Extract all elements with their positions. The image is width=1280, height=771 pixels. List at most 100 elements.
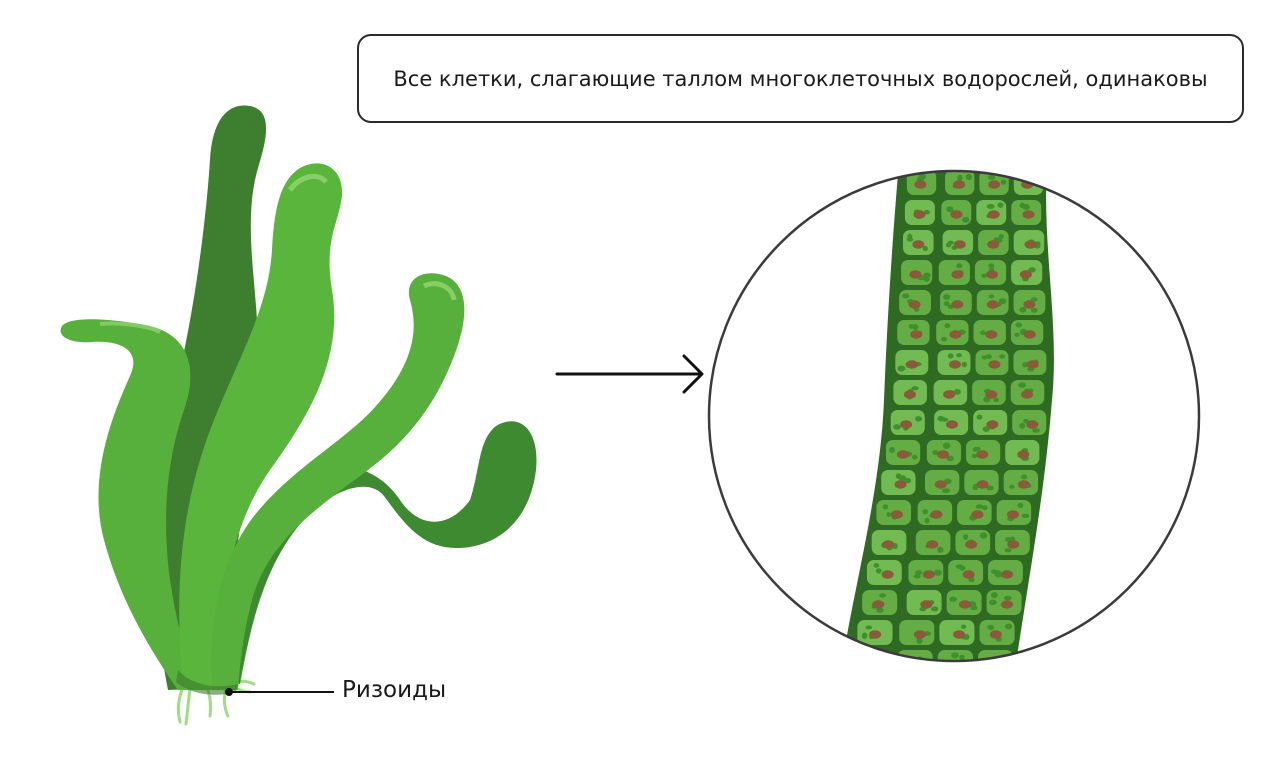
cell-nucleus <box>863 660 876 661</box>
cell-nucleus <box>1021 390 1034 399</box>
chloroplast <box>882 504 889 510</box>
chloroplast <box>980 692 986 698</box>
cell-nucleus <box>945 420 958 429</box>
chloroplast <box>972 485 978 490</box>
cell-nucleus <box>926 540 939 549</box>
cell-nucleus <box>949 360 962 369</box>
chloroplast <box>987 624 995 630</box>
chloroplast <box>932 450 939 455</box>
chloroplast <box>988 263 995 268</box>
chloroplast <box>1019 422 1026 429</box>
chloroplast <box>963 633 970 640</box>
chloroplast <box>875 568 882 574</box>
chloroplast <box>949 596 957 602</box>
cell-nucleus <box>971 510 984 519</box>
cell-nucleus <box>1006 510 1019 519</box>
chloroplast <box>924 517 930 524</box>
chloroplast <box>930 606 939 612</box>
chloroplast <box>915 416 923 422</box>
cell-nucleus <box>1023 300 1036 309</box>
alga-illustration <box>60 105 537 726</box>
chloroplast <box>990 592 998 599</box>
chloroplast <box>989 599 997 606</box>
cell-nucleus <box>909 270 922 279</box>
chloroplast <box>961 624 967 629</box>
chloroplast <box>975 504 984 509</box>
chloroplast <box>998 298 1007 305</box>
rhizoids-label: Ризоиды <box>342 677 447 703</box>
cell-nucleus <box>1024 240 1037 249</box>
chloroplast <box>1018 382 1027 388</box>
chloroplast <box>947 666 954 672</box>
cell-nucleus <box>903 390 916 399</box>
chloroplast <box>1019 202 1026 209</box>
cell-nucleus <box>930 510 943 519</box>
chloroplast <box>893 424 901 430</box>
chloroplast <box>863 688 870 693</box>
cell-nucleus <box>913 630 926 639</box>
cell-nucleus <box>908 300 921 309</box>
rhizoids-pointer-dot <box>225 688 233 696</box>
cell-nucleus <box>881 570 894 579</box>
cell-nucleus <box>951 300 964 309</box>
cell-nucleus <box>985 390 998 399</box>
cell-nucleus <box>934 480 947 489</box>
cell-nucleus <box>986 270 999 279</box>
chloroplast <box>947 353 954 359</box>
cell-nucleus <box>936 450 949 459</box>
cell-nucleus <box>894 480 907 489</box>
chloroplast <box>941 336 948 342</box>
chloroplast <box>1021 513 1030 519</box>
cell-nucleus <box>1001 600 1014 609</box>
chloroplast <box>982 426 990 432</box>
chloroplast <box>961 361 968 368</box>
chloroplast <box>953 388 961 395</box>
cell <box>930 680 965 705</box>
chloroplast <box>902 293 910 299</box>
cell-nucleus <box>922 570 935 579</box>
chloroplast <box>999 354 1006 359</box>
cell <box>897 650 933 661</box>
chloroplast <box>946 206 954 213</box>
chloroplast <box>1028 267 1036 273</box>
cell-nucleus <box>910 330 923 339</box>
chloroplast <box>970 605 978 611</box>
chloroplast <box>985 697 991 703</box>
cell-nucleus <box>890 510 903 519</box>
chloroplast <box>997 664 1002 670</box>
cell-nucleus <box>872 600 885 609</box>
chloroplast <box>994 573 1003 578</box>
cell <box>852 650 888 661</box>
chloroplast <box>939 688 944 692</box>
chloroplast <box>965 173 973 181</box>
chloroplast <box>956 692 963 698</box>
cell-nucleus <box>882 540 895 549</box>
cell-nucleus <box>987 210 1000 219</box>
chloroplast <box>911 386 919 391</box>
cell-nucleus <box>976 450 989 459</box>
chloroplast <box>942 442 951 449</box>
cell-nucleus <box>869 630 882 639</box>
alga-blade-middle <box>179 163 343 691</box>
chloroplast <box>889 447 895 454</box>
cell-nucleus <box>945 690 957 698</box>
chloroplast <box>1032 428 1040 433</box>
cell-nucleus <box>912 240 925 249</box>
chloroplast <box>895 686 901 692</box>
chloroplast <box>997 202 1004 208</box>
cell-nucleus <box>920 600 933 609</box>
cell-nucleus <box>965 540 978 549</box>
chloroplast <box>976 414 983 420</box>
cell-nucleus <box>1026 420 1039 429</box>
chloroplast <box>986 203 995 209</box>
chloroplast <box>898 475 907 481</box>
chloroplast <box>981 273 987 279</box>
chloroplast <box>1009 484 1015 489</box>
chloroplast <box>1000 179 1007 185</box>
cell-nucleus <box>953 630 966 639</box>
chloroplast <box>1030 297 1038 302</box>
cell-nucleus <box>900 420 913 429</box>
chloroplast <box>1004 548 1012 553</box>
cell-nucleus <box>984 690 996 698</box>
